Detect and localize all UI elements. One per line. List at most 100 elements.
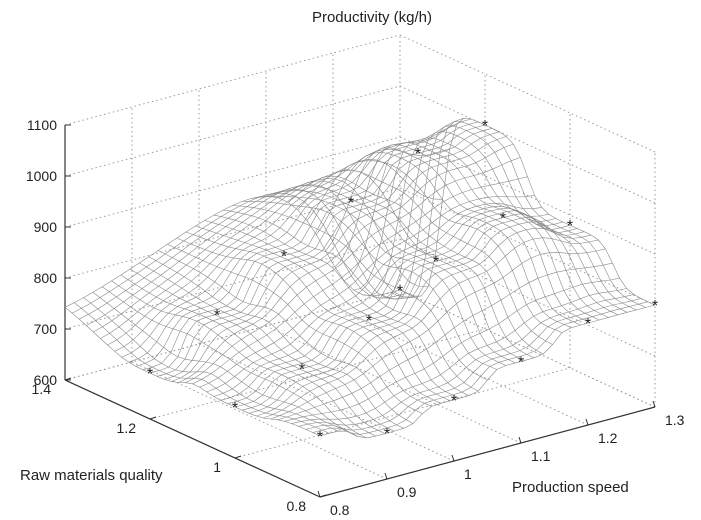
surface-mesh-line bbox=[64, 306, 321, 437]
x-tick-label: 0.9 bbox=[397, 484, 417, 500]
x-tick-label: 1.2 bbox=[598, 430, 618, 446]
data-point-marker: * bbox=[366, 313, 372, 330]
side-wall-grid-line bbox=[399, 85, 656, 204]
x-tick-mark bbox=[652, 400, 656, 408]
x-tick-mark bbox=[585, 418, 589, 426]
surface-mesh-line bbox=[297, 169, 553, 345]
data-point-marker: * bbox=[652, 298, 658, 315]
surface-mesh-line bbox=[372, 131, 628, 313]
y-axis-title: Raw materials quality bbox=[20, 467, 163, 484]
z-tick-label: 900 bbox=[34, 219, 58, 235]
x-axis-line bbox=[319, 406, 656, 498]
surface-mesh-line bbox=[164, 131, 500, 380]
x-tick-mark bbox=[384, 472, 388, 480]
surface-mesh-line bbox=[74, 302, 330, 434]
data-point-marker: * bbox=[232, 400, 238, 417]
x-tick-label: 1 bbox=[464, 466, 472, 482]
surface-mesh-line bbox=[129, 268, 386, 434]
surface-mesh-line bbox=[334, 144, 591, 323]
x-tick-label: 1.1 bbox=[531, 448, 551, 464]
back-wall-grid-line bbox=[64, 85, 401, 177]
y-tick-label: 0.8 bbox=[287, 498, 307, 514]
side-wall-grid-line bbox=[399, 187, 656, 306]
y-tick-label: 1.2 bbox=[117, 420, 137, 436]
surface-mesh-line bbox=[269, 185, 525, 361]
surface-mesh-line bbox=[288, 175, 544, 355]
surface-mesh-line bbox=[120, 274, 376, 437]
data-point-marker: * bbox=[348, 195, 354, 212]
surface-mesh-line bbox=[206, 202, 542, 393]
data-point-marker: * bbox=[518, 354, 524, 371]
surface-mesh-line bbox=[171, 136, 507, 382]
y-axis-line bbox=[64, 379, 321, 498]
back-wall-grid-line bbox=[64, 238, 401, 330]
side-wall-grid-line bbox=[399, 34, 656, 153]
surface-mesh-line bbox=[139, 262, 395, 432]
x-tick-mark bbox=[518, 436, 522, 444]
surface-mesh-line bbox=[185, 231, 442, 404]
side-wall-grid-line bbox=[399, 136, 656, 255]
axes-frame bbox=[64, 125, 656, 498]
y-tick-mark bbox=[234, 455, 242, 459]
surface-mesh-line bbox=[111, 280, 367, 439]
surface-mesh-line bbox=[242, 216, 578, 411]
y-tick-mark bbox=[149, 416, 157, 420]
floor-grid-line bbox=[332, 307, 589, 426]
data-point-marker: * bbox=[567, 218, 573, 235]
surface-mesh-line bbox=[316, 152, 572, 328]
x-tick-labels: 0.8 0.9 1 1.1 1.2 1.3 bbox=[317, 400, 685, 518]
surface-mesh-line bbox=[278, 180, 535, 359]
floor-grid-line bbox=[198, 343, 455, 462]
surface-mesh-line bbox=[86, 184, 422, 326]
surface-mesh-line bbox=[325, 147, 581, 326]
floor-grid-line bbox=[234, 367, 571, 459]
surface-mesh-line bbox=[157, 250, 414, 424]
surface-mesh-line bbox=[232, 205, 488, 381]
surface-mesh-line bbox=[195, 225, 451, 402]
surface-mesh-line bbox=[148, 256, 404, 429]
surface-mesh-line bbox=[157, 128, 493, 377]
x-tick-mark bbox=[317, 490, 321, 498]
surface-mesh-line bbox=[64, 195, 401, 308]
data-point-marker: * bbox=[585, 316, 591, 333]
x-axis-title: Production speed bbox=[512, 479, 629, 496]
data-point-marker: * bbox=[433, 254, 439, 271]
surface-mesh-line bbox=[362, 137, 618, 316]
y-tick-label: 1.4 bbox=[32, 381, 52, 397]
data-point-marker: * bbox=[384, 426, 390, 443]
floor-grid-line bbox=[149, 328, 486, 420]
y-tick-labels: 0.8 1 1.2 1.4 bbox=[32, 377, 327, 514]
z-tick-label: 700 bbox=[34, 321, 58, 337]
surface-mesh-line bbox=[390, 121, 646, 308]
surface-mesh-line bbox=[204, 220, 460, 399]
side-wall-grid-line bbox=[399, 238, 656, 357]
data-point-marker: * bbox=[317, 429, 323, 446]
data-point-marker: * bbox=[500, 211, 506, 228]
surface-mesh-line bbox=[223, 209, 479, 392]
surface-mesh-line bbox=[176, 237, 432, 407]
floor-grid-line bbox=[265, 325, 522, 444]
x-tick-label: 1.3 bbox=[665, 412, 685, 428]
surface-mesh-line bbox=[92, 292, 349, 432]
data-point-marker: * bbox=[214, 307, 220, 324]
data-point-marker: * bbox=[397, 283, 403, 300]
data-point-marker: * bbox=[147, 366, 153, 383]
z-tick-label: 600 bbox=[34, 372, 58, 388]
x-tick-label: 0.8 bbox=[330, 502, 350, 518]
surface-mesh-line bbox=[142, 121, 478, 371]
surface-mesh-line bbox=[306, 160, 563, 333]
surface-mesh-line bbox=[251, 195, 507, 366]
x-tick-mark bbox=[451, 454, 455, 462]
surface-mesh-line bbox=[291, 288, 627, 424]
surface-mesh-line bbox=[102, 286, 358, 437]
z-tick-label: 1100 bbox=[27, 117, 57, 133]
back-wall-grid-line bbox=[64, 289, 401, 381]
surface-mesh-line bbox=[344, 141, 600, 321]
data-point-marker: * bbox=[451, 393, 457, 410]
back-wall-grid-line bbox=[64, 34, 401, 126]
z-tick-label: 1000 bbox=[26, 168, 57, 184]
surface-mesh-line bbox=[192, 176, 528, 385]
floor-grid-line bbox=[131, 361, 388, 480]
surface-mesh-line bbox=[83, 297, 339, 432]
back-wall-grid-line bbox=[64, 136, 401, 228]
